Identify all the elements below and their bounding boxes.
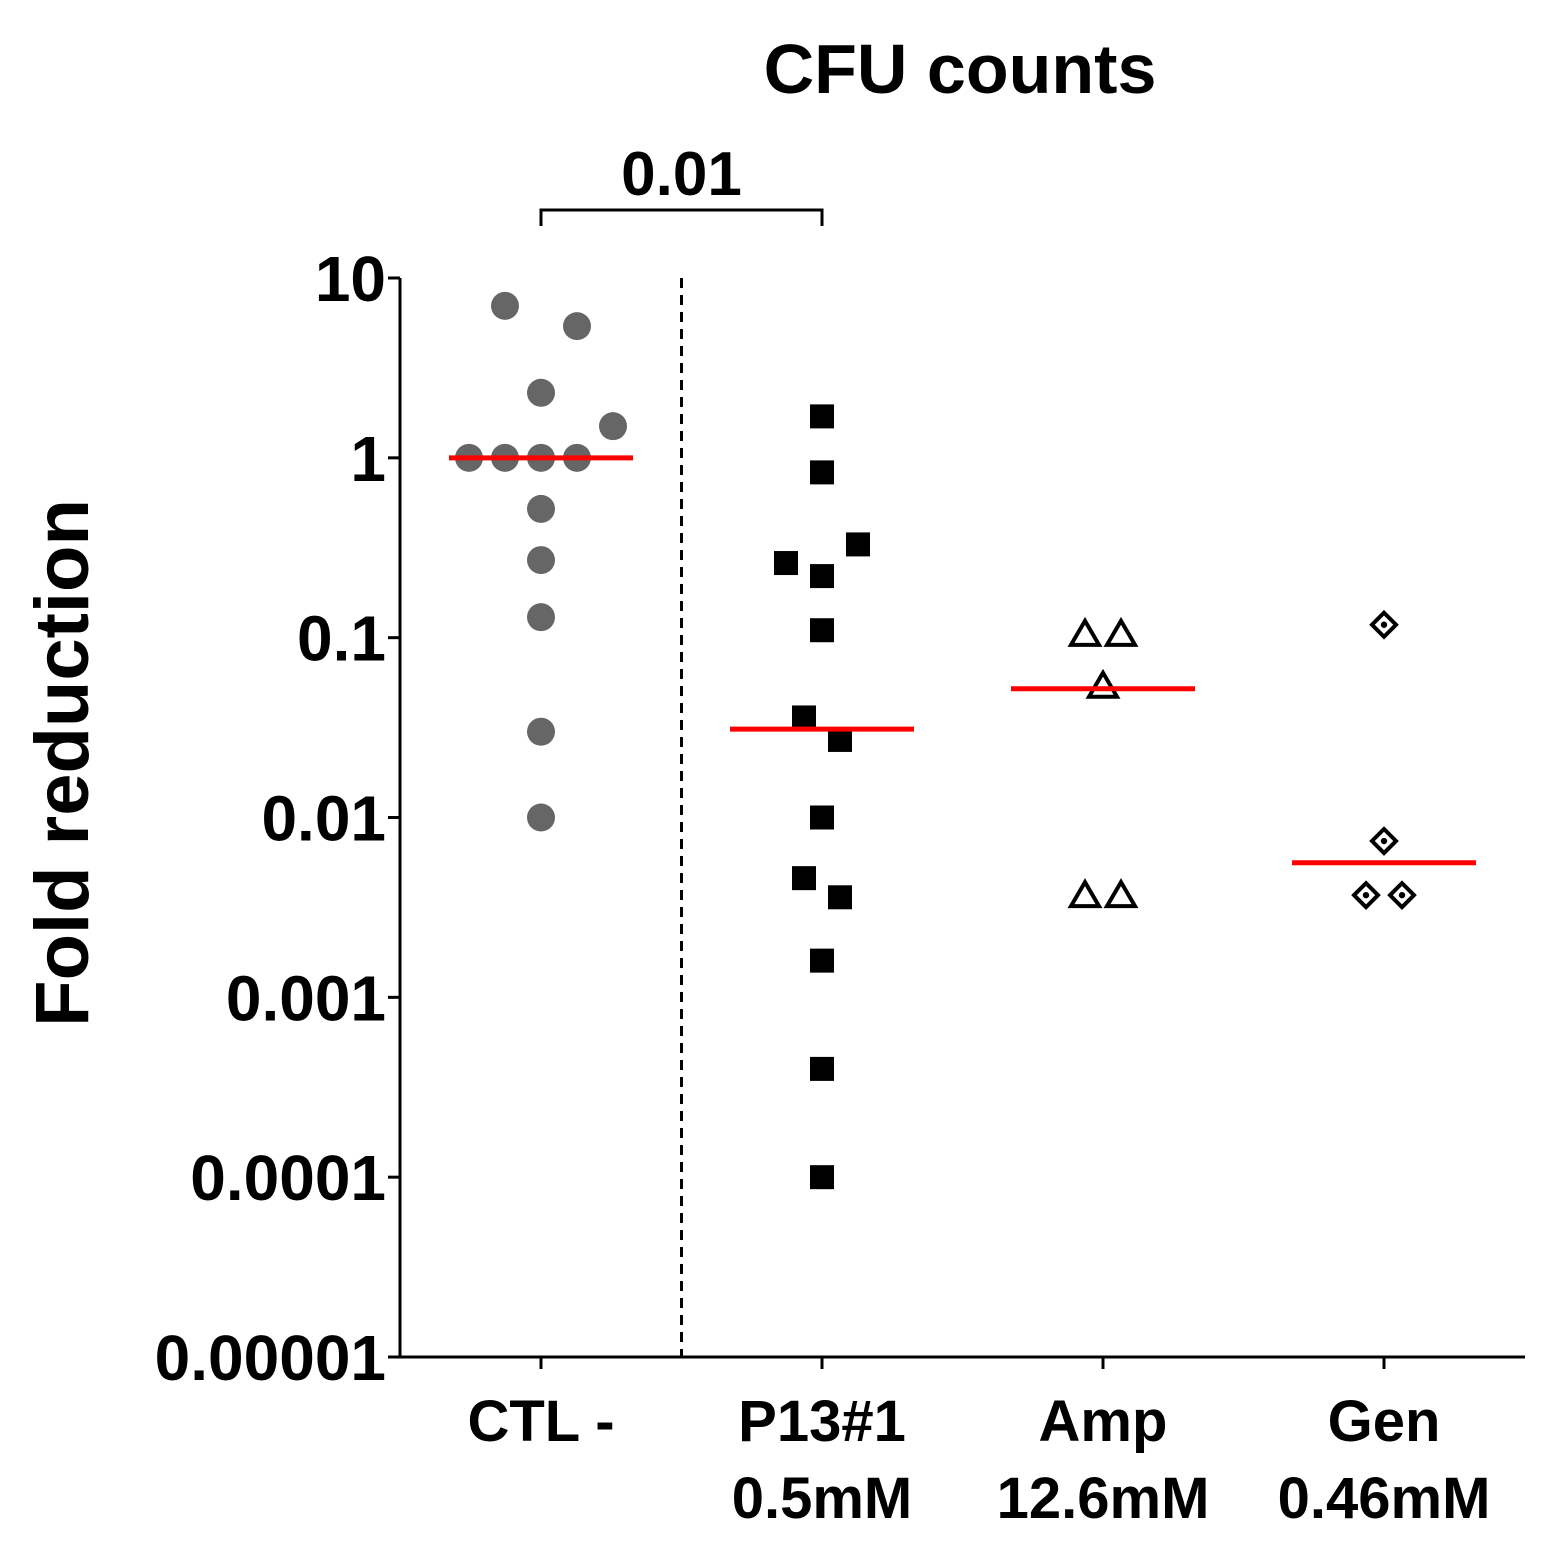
diamond-outline [1369,826,1399,856]
data-point-square [810,564,834,589]
series-1 [455,291,627,832]
data-point-triangle [1067,878,1103,909]
data-point-square [810,618,834,643]
data-points [455,291,1417,1190]
data-point-diamond [1387,880,1417,910]
p-value-label: 0.01 [621,140,742,209]
data-point-circle [491,291,519,320]
data-point-circle [527,546,555,575]
data-point-square [810,1165,834,1190]
x-tick-label: Gen [1328,1389,1441,1454]
data-point-circle [527,803,555,832]
y-tick-label: 0.001 [226,962,386,1034]
diamond-outline [1351,880,1381,910]
x-tick-label-line2: 0.5mM [732,1466,913,1531]
data-point-circle [527,494,555,523]
diamond-center-dot [1398,891,1406,899]
data-point-square [810,948,834,973]
data-point-square [774,551,798,576]
data-point-triangle [1067,616,1103,647]
median-lines [449,455,1476,866]
series-3 [1067,616,1139,909]
x-tick-label-line2: 0.46mM [1278,1466,1491,1531]
data-point-diamond [1369,826,1399,856]
y-tick-label: 0.00001 [155,1322,386,1394]
y-tick-label: 0.01 [261,783,386,855]
diamond-center-dot [1362,891,1370,899]
data-point-circle [599,412,627,441]
data-point-square [792,705,816,730]
y-tick-label: 10 [315,243,386,315]
data-point-triangle [1103,616,1139,647]
data-point-circle [527,378,555,407]
x-tick-label: CTL - [467,1389,614,1454]
data-point-square [810,805,834,830]
series-4 [1351,609,1417,910]
diamond-outline [1387,880,1417,910]
diamond-center-dot [1380,621,1388,628]
x-tick-label: Amp [1039,1389,1168,1454]
data-point-square [846,532,870,557]
x-tick-label-line2: 12.6mM [997,1466,1210,1531]
data-point-triangle [1085,668,1121,699]
data-point-circle [527,717,555,746]
series-2 [774,404,870,1190]
data-point-triangle [1103,878,1139,909]
y-tick-label: 0.1 [297,603,386,675]
axes [398,278,1525,1359]
data-point-circle [563,312,591,341]
significance-bracket [539,208,824,226]
y-axis-label: Fold reduction [20,499,105,1027]
data-point-square [828,885,852,910]
data-point-square [810,460,834,485]
x-ticks: CTL - P13#1 0.5mM Amp 12.6mM Gen 0.46mM [467,1357,1490,1531]
x-tick-label: P13#1 [738,1389,906,1454]
data-point-square [810,1056,834,1081]
y-tick-label: 1 [350,423,386,495]
y-ticks: 10 1 0.1 0.01 0.001 0.0001 0.00001 [155,243,400,1394]
chart-title: CFU counts [764,30,1157,108]
data-point-diamond [1351,880,1381,910]
data-point-circle [527,603,555,632]
diamond-outline [1369,609,1399,640]
data-point-square [810,404,834,429]
significance-annotation: 0.01 [539,140,824,226]
data-point-square [792,866,816,891]
data-point-diamond [1369,609,1399,640]
data-point-square [828,727,852,752]
y-tick-label: 0.0001 [190,1142,386,1214]
diamond-center-dot [1380,837,1388,845]
